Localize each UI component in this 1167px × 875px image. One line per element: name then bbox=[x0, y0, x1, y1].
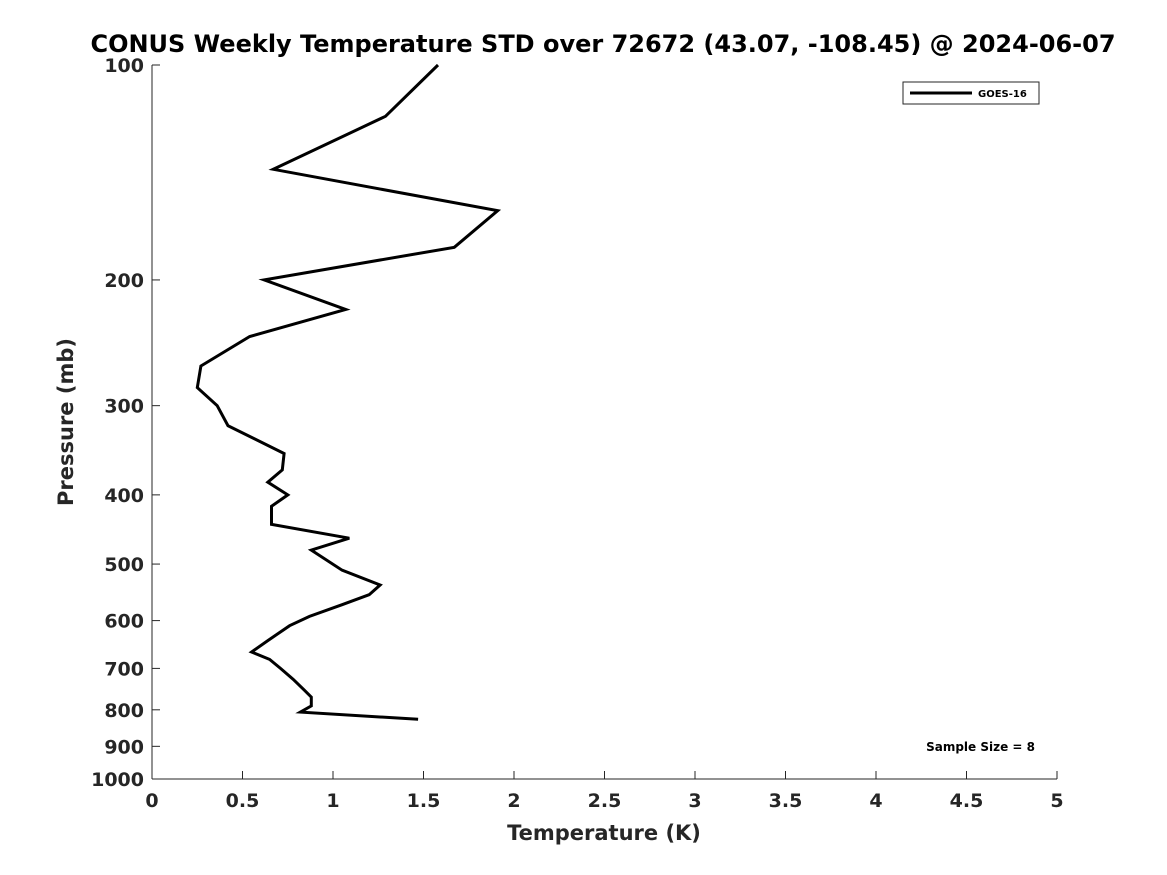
x-tick-label: 3 bbox=[688, 790, 701, 812]
x-axis-label: Temperature (K) bbox=[507, 821, 701, 845]
series-line-goes-16 bbox=[195, 63, 502, 721]
y-tick-label: 600 bbox=[104, 611, 144, 633]
y-axis-label: Pressure (mb) bbox=[54, 338, 78, 506]
y-tick-label: 900 bbox=[104, 736, 144, 758]
x-tick-label: 1 bbox=[326, 790, 339, 812]
y-axis-ticks: 100 200 300 400 500 600 700 800 900 1000 bbox=[91, 55, 160, 791]
y-tick-label: 200 bbox=[104, 270, 144, 292]
y-tick-label: 300 bbox=[104, 396, 144, 418]
x-tick-label: 0.5 bbox=[226, 790, 260, 812]
y-tick-label: 500 bbox=[104, 554, 144, 576]
y-tick-label: 1000 bbox=[91, 769, 144, 791]
x-tick-label: 2 bbox=[507, 790, 520, 812]
x-tick-label: 1.5 bbox=[407, 790, 441, 812]
x-tick-label: 5 bbox=[1050, 790, 1063, 812]
x-axis-ticks: 0 0.5 1 1.5 2 2.5 3 3.5 4 4.5 5 bbox=[145, 771, 1064, 812]
legend: GOES-16 bbox=[902, 81, 1040, 105]
x-tick-label: 4 bbox=[869, 790, 882, 812]
x-tick-label: 4.5 bbox=[950, 790, 984, 812]
x-tick-label: 3.5 bbox=[769, 790, 803, 812]
sample-size-annotation: Sample Size = 8 bbox=[926, 740, 1035, 754]
y-tick-label: 800 bbox=[104, 700, 144, 722]
y-tick-label: 100 bbox=[104, 55, 144, 77]
x-tick-label: 0 bbox=[145, 790, 158, 812]
chart-title: CONUS Weekly Temperature STD over 72672 … bbox=[90, 30, 1115, 58]
legend-label-goes-16: GOES-16 bbox=[978, 89, 1027, 100]
x-tick-label: 2.5 bbox=[588, 790, 622, 812]
y-tick-label: 400 bbox=[104, 485, 144, 507]
y-tick-label: 700 bbox=[104, 658, 144, 680]
series-layer bbox=[195, 63, 502, 721]
